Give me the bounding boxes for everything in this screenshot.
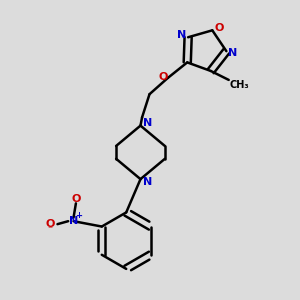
- Text: O: O: [45, 219, 54, 229]
- Text: N: N: [228, 48, 238, 58]
- Text: N: N: [177, 30, 186, 40]
- Text: O: O: [71, 194, 81, 204]
- Text: O: O: [158, 72, 168, 82]
- Text: O: O: [214, 23, 224, 33]
- Text: CH₃: CH₃: [230, 80, 249, 90]
- Text: N: N: [143, 118, 152, 128]
- Text: +: +: [75, 211, 82, 220]
- Text: ⁻: ⁻: [47, 226, 52, 236]
- Text: N: N: [69, 216, 78, 226]
- Text: N: N: [143, 176, 152, 187]
